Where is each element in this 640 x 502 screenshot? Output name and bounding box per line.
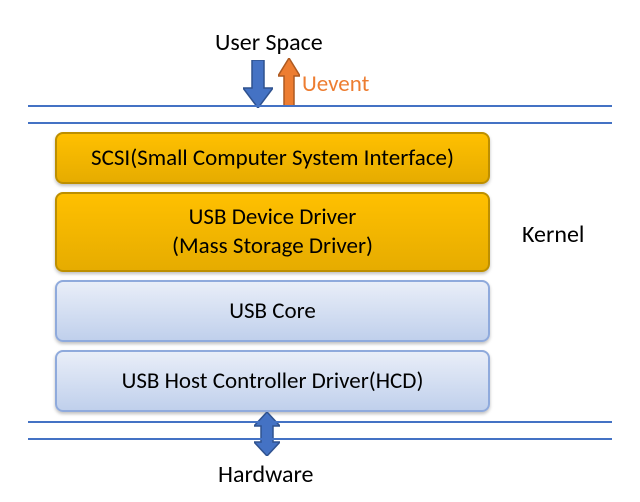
scsi-layer: SCSI(Small Computer System Interface) bbox=[55, 132, 490, 184]
kernel-top-line-2 bbox=[28, 122, 612, 124]
arrow-up-icon bbox=[278, 58, 300, 106]
usb-core-text: USB Core bbox=[229, 297, 316, 326]
usb-device-driver-line2: (Mass Storage Driver) bbox=[172, 232, 373, 261]
hcd-text: USB Host Controller Driver(HCD) bbox=[122, 367, 424, 396]
arrow-down-icon bbox=[243, 60, 273, 108]
hardware-label: Hardware bbox=[218, 460, 313, 489]
usb-device-driver-layer: USB Device Driver (Mass Storage Driver) bbox=[55, 192, 490, 272]
usb-core-layer: USB Core bbox=[55, 280, 490, 342]
hcd-layer: USB Host Controller Driver(HCD) bbox=[55, 350, 490, 412]
user-space-label: User Space bbox=[215, 28, 323, 57]
kernel-bottom-line-2 bbox=[28, 438, 612, 440]
kernel-bottom-line-1 bbox=[28, 421, 612, 423]
usb-device-driver-line1: USB Device Driver bbox=[189, 203, 357, 232]
kernel-top-line-1 bbox=[28, 105, 612, 107]
kernel-label: Kernel bbox=[522, 220, 584, 249]
arrow-double-icon bbox=[254, 412, 280, 456]
kernel-stack: SCSI(Small Computer System Interface) US… bbox=[55, 132, 490, 412]
scsi-text: SCSI(Small Computer System Interface) bbox=[91, 144, 454, 173]
uevent-label: Uevent bbox=[302, 70, 369, 98]
